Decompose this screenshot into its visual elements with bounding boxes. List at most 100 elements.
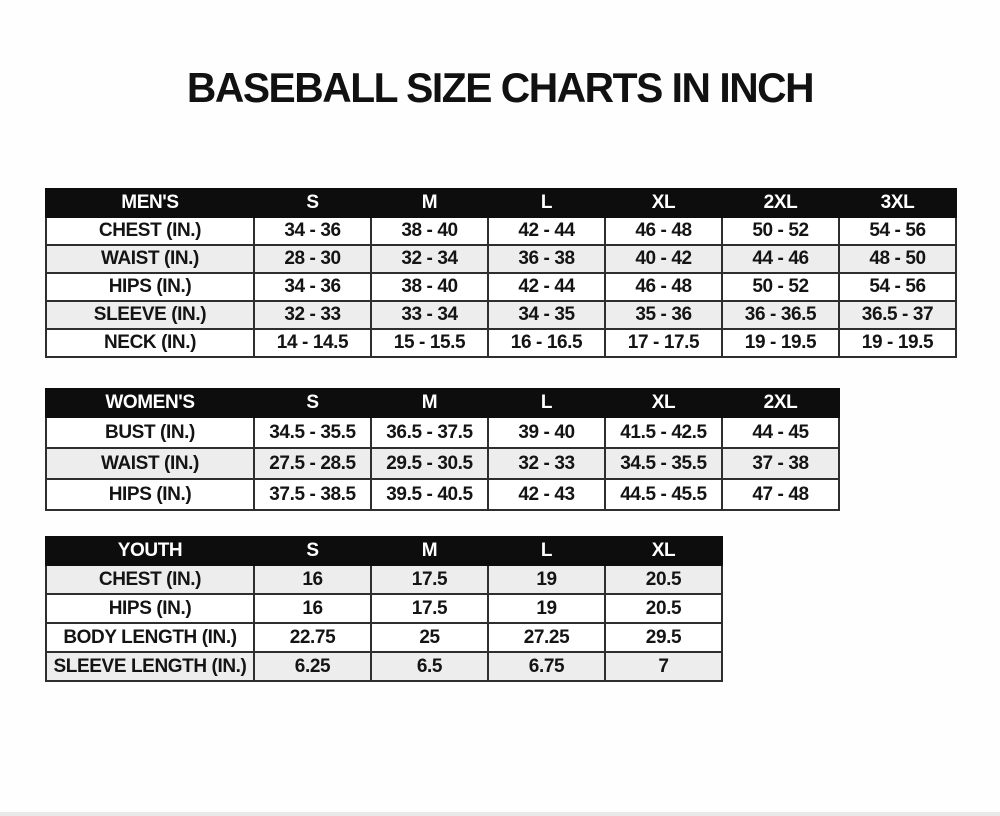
size-value-cell: 50 - 52 — [721, 272, 840, 302]
size-value-cell: 34.5 - 35.5 — [253, 416, 372, 449]
size-value-cell: 27.5 - 28.5 — [253, 447, 372, 480]
table-row: HIPS (IN.) 16 17.5 19 20.5 — [45, 593, 723, 624]
size-column-header: L — [487, 536, 606, 566]
size-column-header: XL — [604, 388, 723, 418]
size-value-cell: 41.5 - 42.5 — [604, 416, 723, 449]
table-row: CHEST (IN.) 16 17.5 19 20.5 — [45, 564, 723, 595]
size-column-header: 2XL — [721, 188, 840, 218]
size-value-cell: 38 - 40 — [370, 216, 489, 246]
size-value-cell: 48 - 50 — [838, 244, 957, 274]
youth-size-chart-table: YOUTH S M L XL CHEST (IN.) 16 17.5 19 20.5 HIPS (I… — [45, 536, 723, 682]
size-value-cell: 6.5 — [370, 651, 489, 682]
size-value-cell: 36.5 - 37 — [838, 300, 957, 330]
size-value-cell: 7 — [604, 651, 723, 682]
size-value-cell: 16 - 16.5 — [487, 328, 606, 358]
row-label: SLEEVE LENGTH (IN.) — [45, 651, 255, 682]
size-column-header: S — [253, 536, 372, 566]
size-value-cell: 38 - 40 — [370, 272, 489, 302]
row-label: BUST (IN.) — [45, 416, 255, 449]
size-value-cell: 25 — [370, 622, 489, 653]
size-value-cell: 40 - 42 — [604, 244, 723, 274]
size-column-header: XL — [604, 536, 723, 566]
size-value-cell: 44 - 46 — [721, 244, 840, 274]
size-value-cell: 29.5 — [604, 622, 723, 653]
table-row: HIPS (IN.) 34 - 36 38 - 40 42 - 44 46 - 48 50… — [45, 272, 957, 302]
size-value-cell: 37.5 - 38.5 — [253, 478, 372, 511]
size-column-header: L — [487, 188, 606, 218]
size-value-cell: 42 - 43 — [487, 478, 606, 511]
page-title: BASEBALL SIZE CHARTS IN INCH — [186, 64, 815, 111]
table-row: NECK (IN.) 14 - 14.5 15 - 15.5 16 - 16.5 17 … — [45, 328, 957, 358]
table-title-header: MEN'S — [45, 188, 255, 218]
size-value-cell: 17 - 17.5 — [604, 328, 723, 358]
table-row: HIPS (IN.) 37.5 - 38.5 39.5 - 40.5 42 - 43 4… — [45, 478, 840, 511]
size-value-cell: 34 - 36 — [253, 272, 372, 302]
size-value-cell: 19 — [487, 564, 606, 595]
table-title-header: YOUTH — [45, 536, 255, 566]
size-value-cell: 19 - 19.5 — [721, 328, 840, 358]
size-value-cell: 15 - 15.5 — [370, 328, 489, 358]
row-label: NECK (IN.) — [45, 328, 255, 358]
size-value-cell: 42 - 44 — [487, 272, 606, 302]
row-label: HIPS (IN.) — [45, 478, 255, 511]
row-label: BODY LENGTH (IN.) — [45, 622, 255, 653]
size-value-cell: 17.5 — [370, 564, 489, 595]
table-row: BODY LENGTH (IN.) 22.75 25 27.25 29.5 — [45, 622, 723, 653]
size-value-cell: 19 — [487, 593, 606, 624]
size-value-cell: 27.25 — [487, 622, 606, 653]
size-value-cell: 44 - 45 — [721, 416, 840, 449]
size-value-cell: 36.5 - 37.5 — [370, 416, 489, 449]
scan-edge-strip — [0, 812, 1000, 816]
row-label: WAIST (IN.) — [45, 447, 255, 480]
size-value-cell: 54 - 56 — [838, 216, 957, 246]
row-label: CHEST (IN.) — [45, 216, 255, 246]
size-value-cell: 46 - 48 — [604, 216, 723, 246]
size-value-cell: 35 - 36 — [604, 300, 723, 330]
size-column-header: M — [370, 388, 489, 418]
size-value-cell: 20.5 — [604, 593, 723, 624]
table-header-row: MEN'S S M L XL 2XL 3XL — [45, 188, 957, 218]
row-label: HIPS (IN.) — [45, 593, 255, 624]
table-row: SLEEVE (IN.) 32 - 33 33 - 34 34 - 35 35 - 36… — [45, 300, 957, 330]
size-value-cell: 36 - 36.5 — [721, 300, 840, 330]
size-value-cell: 17.5 — [370, 593, 489, 624]
size-column-header: 3XL — [838, 188, 957, 218]
size-value-cell: 37 - 38 — [721, 447, 840, 480]
row-label: CHEST (IN.) — [45, 564, 255, 595]
size-value-cell: 14 - 14.5 — [253, 328, 372, 358]
size-value-cell: 44.5 - 45.5 — [604, 478, 723, 511]
table-row: CHEST (IN.) 34 - 36 38 - 40 42 - 44 46 - 48 5… — [45, 216, 957, 246]
table-row: WAIST (IN.) 27.5 - 28.5 29.5 - 30.5 32 - 33… — [45, 447, 840, 480]
table-title-header: WOMEN'S — [45, 388, 255, 418]
size-value-cell: 39 - 40 — [487, 416, 606, 449]
size-value-cell: 6.25 — [253, 651, 372, 682]
size-value-cell: 54 - 56 — [838, 272, 957, 302]
size-column-header: 2XL — [721, 388, 840, 418]
size-value-cell: 46 - 48 — [604, 272, 723, 302]
row-label: SLEEVE (IN.) — [45, 300, 255, 330]
size-value-cell: 19 - 19.5 — [838, 328, 957, 358]
size-column-header: M — [370, 536, 489, 566]
size-value-cell: 22.75 — [253, 622, 372, 653]
size-value-cell: 29.5 - 30.5 — [370, 447, 489, 480]
size-column-header: S — [253, 188, 372, 218]
size-value-cell: 16 — [253, 593, 372, 624]
table-row: BUST (IN.) 34.5 - 35.5 36.5 - 37.5 39 - 40 4… — [45, 416, 840, 449]
row-label: HIPS (IN.) — [45, 272, 255, 302]
table-row: SLEEVE LENGTH (IN.) 6.25 6.5 6.75 7 — [45, 651, 723, 682]
size-value-cell: 28 - 30 — [253, 244, 372, 274]
size-value-cell: 20.5 — [604, 564, 723, 595]
size-value-cell: 34 - 36 — [253, 216, 372, 246]
table-header-row: WOMEN'S S M L XL 2XL — [45, 388, 840, 418]
size-value-cell: 36 - 38 — [487, 244, 606, 274]
size-value-cell: 6.75 — [487, 651, 606, 682]
womens-size-chart-table: WOMEN'S S M L XL 2XL BUST (IN.) 34.5 - 35.5 36.5… — [45, 388, 840, 511]
size-value-cell: 39.5 - 40.5 — [370, 478, 489, 511]
size-value-cell: 42 - 44 — [487, 216, 606, 246]
size-column-header: S — [253, 388, 372, 418]
size-column-header: XL — [604, 188, 723, 218]
size-value-cell: 32 - 34 — [370, 244, 489, 274]
size-value-cell: 33 - 34 — [370, 300, 489, 330]
size-value-cell: 50 - 52 — [721, 216, 840, 246]
mens-size-chart-table: MEN'S S M L XL 2XL 3XL CHEST (IN.) 34 - 36 38 - 4… — [45, 188, 957, 358]
